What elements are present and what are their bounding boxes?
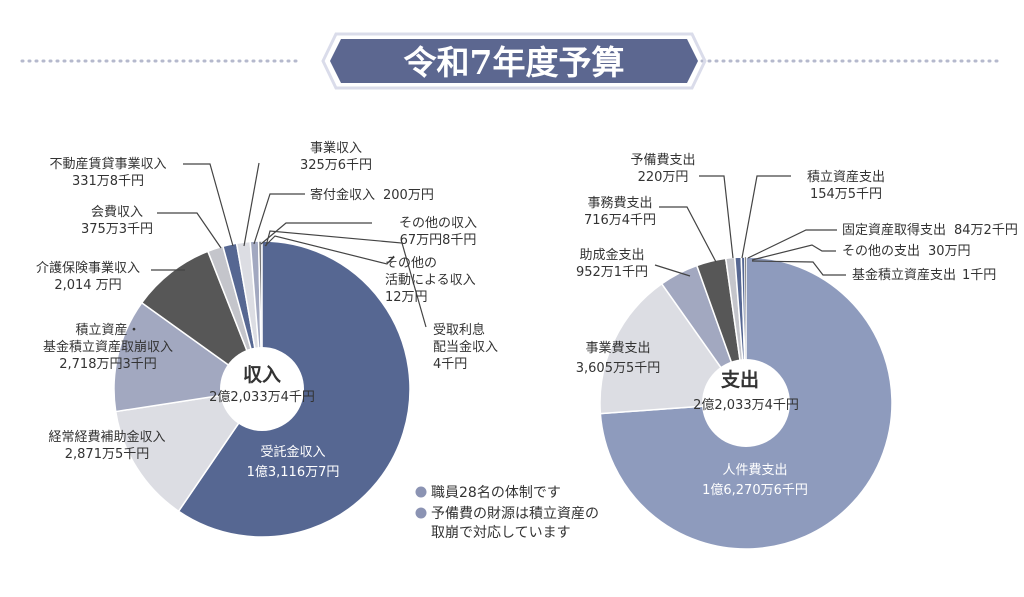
label-kotei: 固定資産取得支出 84万2千円 [842, 222, 1018, 238]
label-katsudo: その他の活動による収入 12万円 [385, 256, 476, 305]
expense-center-value: 2億2,033万4千円 [693, 397, 799, 413]
expense-labels: 予備費支出 220万円 事務費支出 716万4千円 助成金支出 952万1千円 事業費… [576, 152, 1018, 498]
label-fudosan: 不動産賃貸事業収入 331万8千円 [49, 156, 166, 189]
label-keijo: 経常経費補助金収入 2,871万5千円 [48, 429, 165, 462]
label-kaigo: 介護保険事業収入 2,014 万円 [36, 260, 140, 293]
title-banner-frame [321, 32, 707, 90]
label-sonota-shunyu: その他の収入 67万円8千円 [399, 216, 477, 248]
page-title: 令和7年度予算 [404, 43, 625, 82]
leader-katsudo [264, 235, 395, 265]
leader-risoku [265, 230, 427, 328]
header: 令和7年度予算 [20, 32, 1004, 90]
expense-pie-chart [599, 256, 893, 550]
note-bullet-1 [415, 486, 427, 498]
expense-center-label: 支出 [720, 368, 759, 391]
label-yobihi: 予備費支出 220万円 [630, 152, 695, 185]
leader-kotei [747, 229, 837, 259]
label-kaihi: 会費収入 375万3千円 [81, 205, 153, 237]
note-bullet-2 [415, 507, 427, 519]
leader-sonota [260, 222, 372, 245]
label-jigyohi: 事業費支出 3,605万5千円 [576, 340, 661, 376]
leader-kifu [253, 193, 305, 245]
leader-fudosan [183, 163, 234, 247]
leader-kaihi [157, 212, 222, 249]
revenue-slice-3 [140, 250, 264, 392]
note-staff: 職員28名の体制です [431, 485, 561, 501]
leader-lines [151, 162, 846, 328]
label-jigyo: 事業収入 325万6千円 [300, 140, 372, 173]
revenue-center-label: 収入 [243, 364, 281, 386]
label-tsumitate: 積立資産・基金積立資産取崩収入 2,718万円3千円 [43, 322, 173, 372]
label-kikin: 基金積立資産支出 1千円 [852, 267, 996, 283]
revenue-donut-hole [220, 347, 304, 431]
revenue-labels: 不動産賃貸事業収入 331万8千円 会費収入 375万3千円 介護保険事業収入 2,0… [36, 140, 498, 480]
label-jinkenhi: 人件費支出 1億6,270万6千円 [702, 463, 808, 498]
notes: 職員28名の体制です 予備費の財源は積立資産の取崩で対応しています [415, 485, 599, 541]
revenue-slice-1 [114, 387, 264, 513]
label-jimuhi: 事務費支出 716万4千円 [584, 196, 656, 228]
leader-tsumitate [741, 175, 791, 259]
expense-donut-hole [702, 359, 790, 447]
note-reserve: 予備費の財源は積立資産の取崩で対応しています [431, 506, 599, 541]
label-risoku: 受取利息配当金収入 4千円 [433, 322, 498, 372]
label-tsumitate-shishutsu: 積立資産支出 154万5千円 [807, 169, 885, 202]
leader-kikin [751, 260, 846, 276]
leader-jimuhi [659, 206, 717, 263]
leader-jigyo [243, 162, 260, 247]
label-kifu: 寄付金収入 200万円 [310, 187, 434, 203]
leader-sonota-shishutsu [751, 244, 836, 261]
leader-josei [654, 264, 691, 277]
revenue-pie-chart [113, 240, 411, 538]
label-jutaku: 受託金収入 1億3,116万7円 [247, 444, 340, 480]
label-josei: 助成金支出 952万1千円 [576, 247, 648, 280]
title-banner [330, 39, 698, 83]
revenue-center-value: 2億2,033万4千円 [209, 389, 315, 405]
label-sonota-shishutsu: その他の支出 30万円 [842, 244, 971, 259]
leader-yobihi [699, 175, 734, 259]
